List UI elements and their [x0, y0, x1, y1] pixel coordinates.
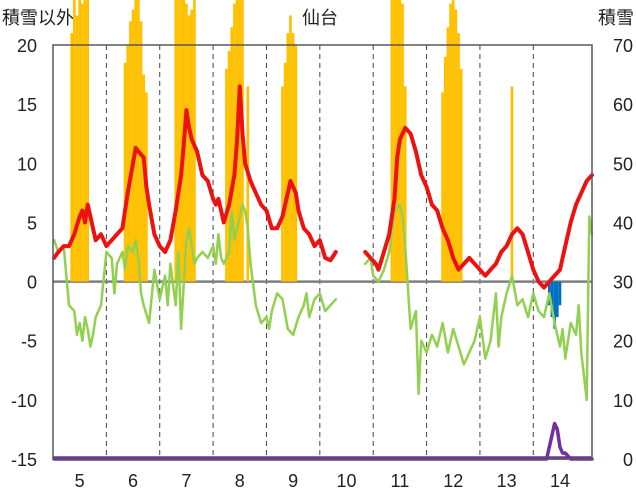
bar [174, 0, 178, 282]
bar [190, 9, 194, 282]
bar [553, 281, 556, 329]
x-tick-label: 10 [336, 471, 356, 491]
bar [449, 3, 452, 282]
bar [401, 3, 404, 282]
bar [225, 68, 228, 282]
green-line-series [52, 203, 338, 348]
x-tick-label: 11 [391, 471, 410, 491]
left-y-tick-label: 5 [27, 213, 37, 233]
right-y-tick-label: 50 [613, 154, 633, 174]
bar [289, 15, 292, 282]
left-y-tick-label: 0 [27, 273, 37, 293]
bar [283, 62, 287, 282]
bar [550, 281, 554, 318]
red-line-series [52, 84, 338, 263]
left-y-tick-label: -10 [11, 391, 37, 411]
left-y-tick-label: 15 [17, 95, 37, 115]
bar [238, 0, 242, 282]
bar [123, 62, 127, 282]
x-tick-label: 7 [181, 471, 191, 491]
x-tick-label: 14 [550, 471, 570, 491]
x-tick-label: 6 [128, 471, 138, 491]
x-tick-label: 8 [235, 471, 245, 491]
bar [459, 68, 463, 282]
bar [179, 0, 183, 282]
bar [246, 86, 250, 282]
right-axis-title: 積雪 [598, 8, 634, 29]
right-y-tick-label: 60 [613, 95, 633, 115]
left-y-tick-label: 10 [17, 154, 37, 174]
bar [395, 0, 399, 282]
right-y-ticks: 70 60 50 40 30 20 10 0 [613, 36, 633, 470]
x-tick-label: 9 [288, 471, 298, 491]
frame [52, 44, 593, 460]
bar [451, 0, 455, 282]
chart-title: 仙台 [302, 8, 338, 29]
right-y-tick-label: 70 [613, 36, 633, 56]
left-y-ticks: 20 15 10 5 0 -5 -10 -15 [11, 36, 37, 470]
bar [390, 0, 394, 282]
bar [78, 0, 82, 282]
right-y-tick-label: 40 [613, 213, 633, 233]
bar [233, 3, 236, 282]
x-tick-label: 12 [443, 471, 463, 491]
bar [129, 21, 132, 282]
bar [281, 86, 284, 282]
right-y-tick-label: 20 [613, 332, 633, 352]
bar [227, 50, 231, 282]
bar [443, 56, 447, 282]
left-y-tick-label: -5 [21, 332, 37, 352]
left-axis-title: 積雪以外 [2, 8, 74, 29]
bar [454, 9, 458, 282]
bar [134, 0, 138, 282]
x-grid-lines [105, 45, 534, 459]
bar [403, 86, 407, 282]
bar [457, 33, 460, 282]
green-line-series [363, 203, 594, 402]
bar [126, 45, 130, 282]
bar [187, 15, 191, 282]
plot-frame [52, 44, 593, 460]
bar [81, 3, 84, 282]
right-y-tick-label: 10 [613, 391, 633, 411]
x-ticks: 5 6 7 8 9 10 11 12 13 14 [75, 471, 570, 491]
bar [291, 33, 295, 282]
bar [185, 3, 188, 282]
bar [230, 27, 234, 282]
right-y-tick-label: 0 [623, 450, 633, 470]
bar [441, 92, 444, 282]
purple-line-series [52, 421, 594, 461]
bar [86, 0, 90, 282]
bar [83, 0, 87, 282]
left-y-tick-label: 20 [17, 36, 37, 56]
bar [555, 281, 559, 318]
bar [294, 45, 298, 282]
bar [286, 33, 290, 282]
right-y-tick-label: 30 [613, 273, 633, 293]
x-tick-label: 13 [497, 471, 517, 491]
bar [510, 86, 514, 282]
x-tick-label: 5 [75, 471, 85, 491]
bar [446, 27, 450, 282]
left-y-tick-label: -15 [11, 450, 37, 470]
bar [131, 9, 135, 282]
red-line-series [363, 125, 594, 290]
bar [70, 33, 74, 282]
bar [177, 0, 180, 282]
bar [393, 0, 396, 282]
bar [137, 0, 140, 282]
bar [139, 21, 143, 282]
bar [558, 281, 562, 306]
bar [75, 15, 79, 282]
bar [73, 0, 76, 282]
